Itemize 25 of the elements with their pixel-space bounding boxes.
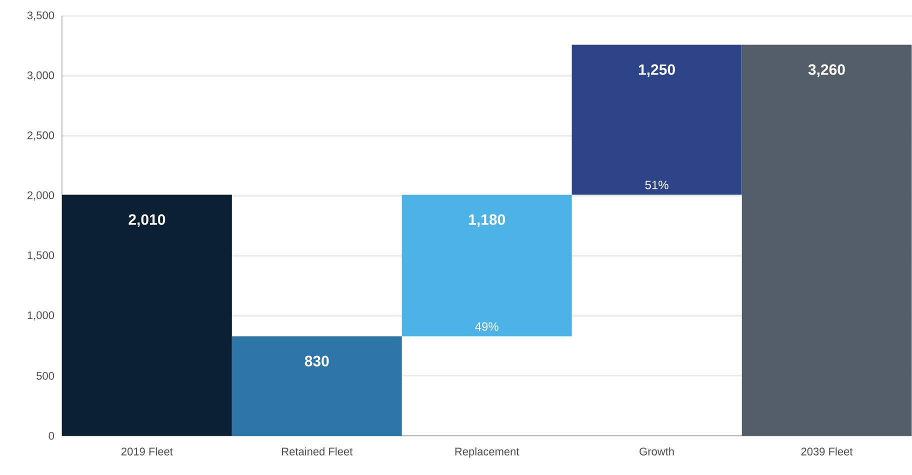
annotation: 49% — [475, 322, 498, 331]
y-tick-label: 3,000 — [27, 72, 54, 81]
y-tick-label: 3,500 — [27, 12, 54, 21]
bar — [402, 194, 572, 336]
annotation: 51% — [645, 180, 668, 190]
data-label: 2,010 — [128, 214, 166, 228]
data-label: 1,250 — [638, 64, 675, 78]
bar — [742, 44, 912, 436]
bar — [572, 44, 742, 195]
data-label: 1,180 — [469, 214, 505, 228]
data-label: 830 — [304, 356, 329, 367]
y-tick-label: 1,000 — [28, 311, 54, 321]
x-tick-label: Growth — [640, 447, 674, 456]
y-tick-label: 2,500 — [27, 131, 54, 141]
y-tick-label: 500 — [36, 372, 54, 380]
y-tick-label: 1,500 — [28, 251, 54, 261]
y-tick-label: 2,000 — [27, 191, 54, 201]
data-label: 3,260 — [808, 64, 845, 78]
x-tick-label: Retained Fleet — [282, 447, 353, 456]
x-tick-label: 2019 Fleet — [122, 447, 173, 456]
x-tick-label: 2039 Fleet — [801, 447, 853, 456]
x-tick-label: Replacement — [455, 447, 520, 458]
y-tick-label: 0 — [48, 432, 54, 440]
bar — [62, 194, 232, 436]
bar — [232, 336, 402, 436]
